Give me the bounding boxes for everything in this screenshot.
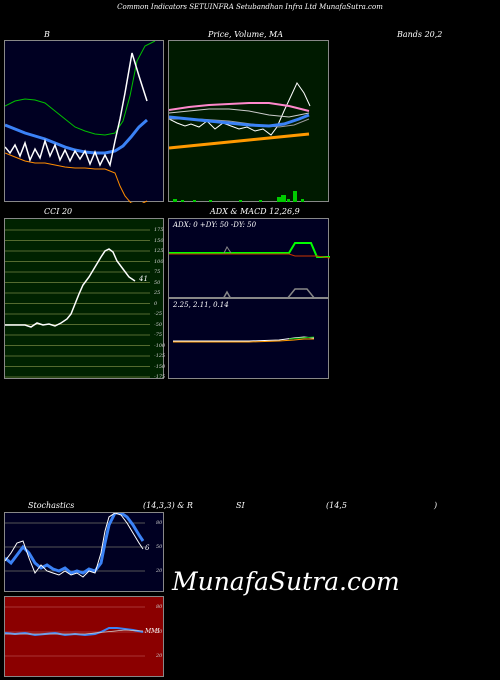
price-line-pv: [169, 82, 311, 136]
bands-label: Bands 20,2: [397, 30, 443, 39]
volume-bars: [173, 191, 304, 202]
stoch-k-line: [5, 513, 144, 578]
stoch-d-line: [5, 513, 145, 575]
macd-line: [173, 336, 315, 342]
macd-readout: 2.25, 2.11, 0.14: [173, 301, 229, 309]
stochastics-panel[interactable]: 80 50 20 6: [4, 512, 164, 592]
ma-pink-line: [169, 102, 310, 112]
price-line: [5, 52, 148, 168]
middle-band-line: [5, 118, 148, 155]
ma-white-line: [169, 108, 310, 118]
adx-macd-label: ADX & MACD 12,26,9: [210, 207, 300, 216]
adx-panel[interactable]: ADX: 0 +DY: 50 -DY: 50: [168, 218, 330, 299]
stoch-params-label: (14,3,3) & R: [143, 501, 193, 510]
macd-signal-line: [173, 338, 314, 343]
ma-orange-line: [169, 132, 310, 150]
adx-lower-line: [222, 288, 316, 299]
rsi-ma-line: [5, 629, 144, 635]
stochastics-label: Stochastics: [28, 501, 75, 510]
page-title: Common Indicators SETUINFRA Setubandhan …: [117, 3, 383, 11]
adx-readout: ADX: 0 +DY: 50 -DY: 50: [173, 221, 257, 229]
rsi-value-label: MMI: [145, 628, 160, 635]
rsi-label: SI: [236, 501, 245, 510]
bollinger-bands-panel[interactable]: [4, 40, 164, 203]
cci-label: CCI 20: [44, 207, 73, 216]
ma-blue-line: [169, 113, 310, 128]
rsi-params-label: (14,5: [326, 501, 347, 510]
price-ma-label: Price, Volume, MA: [208, 30, 284, 39]
lower-band-line: [5, 152, 148, 203]
stoch-value-label: 6: [145, 544, 150, 552]
macd-histogram: [288, 336, 315, 340]
cci-line: [5, 248, 136, 328]
adx-line: [223, 246, 232, 254]
price-volume-ma-panel[interactable]: [168, 40, 329, 202]
cci-value-label: 41: [139, 275, 148, 283]
cci-panel[interactable]: 175 150 125 100 75 50 25 0 -25 -50 -75 -…: [4, 218, 165, 380]
rsi-close-label: ): [434, 501, 438, 510]
rsi-panel[interactable]: 80 50 20 MMI: [4, 596, 164, 677]
watermark-text: MunafaSutra.com: [172, 567, 400, 596]
adx-minus-di-line: [169, 253, 330, 259]
bollinger-label: B: [44, 30, 50, 39]
adx-plus-di-line: [169, 242, 330, 258]
macd-panel[interactable]: 2.25, 2.11, 0.14: [168, 298, 329, 379]
upper-band-line: [5, 41, 156, 136]
